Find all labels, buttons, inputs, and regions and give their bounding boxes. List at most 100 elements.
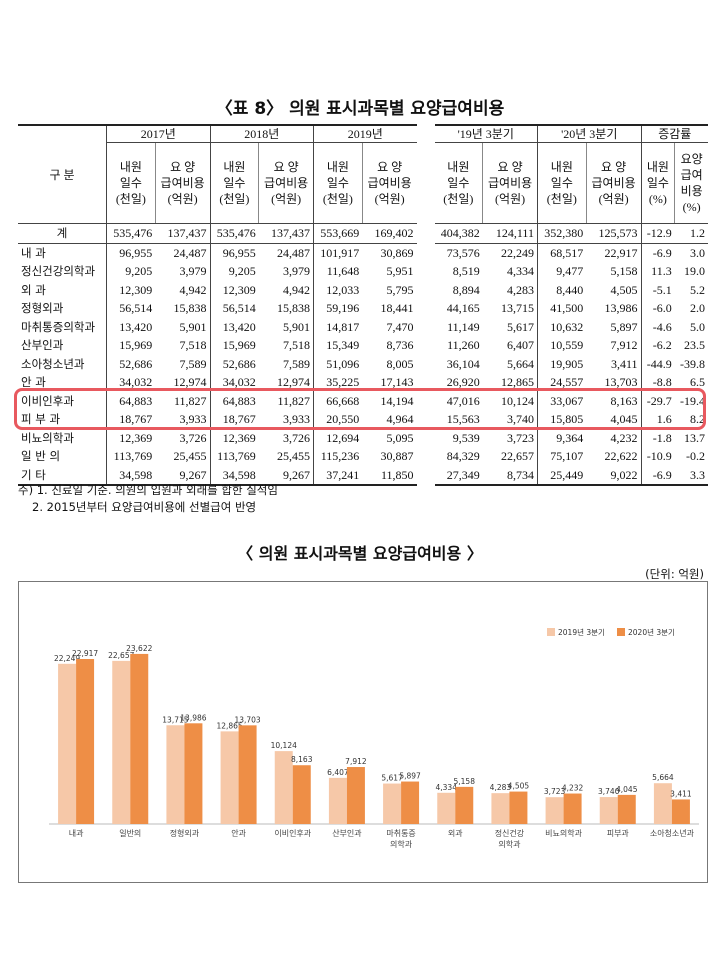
table-row: 비뇨의학과 12,369 3,726 12,369 3,726 12,694 5,095 9,… (18, 428, 708, 447)
category-header: 구 분 (18, 124, 107, 224)
legend-swatch (617, 628, 625, 636)
table-cell: 4,283 (482, 280, 538, 299)
table-cell: 3,726 (155, 428, 211, 447)
table-cell: 125,573 (586, 223, 642, 244)
table-cell: 14,194 (380, 393, 414, 408)
category-label: 이비인후과 (274, 828, 311, 838)
subheader-line: (천일) (115, 192, 146, 206)
subheader-visits: 내원 일수 (천일) (210, 142, 260, 224)
table-cell: 12,033 (326, 282, 360, 297)
table-cell: 2.0 (690, 301, 705, 316)
table-cell: 124,111 (482, 223, 538, 244)
table-cell: -5.1 (652, 282, 672, 297)
table-cell: 27,349 (434, 465, 483, 486)
table-cell: 3,979 (258, 262, 315, 281)
group-header: 2018년 (210, 124, 315, 143)
table-cell: 34,598 (210, 465, 259, 486)
table-cell: 9,205 (228, 264, 256, 279)
subheader-line: 내원 (326, 160, 349, 174)
table-cell: 34,032 (119, 375, 153, 390)
table-cell: 13,420 (222, 319, 256, 334)
table-cell: 26,920 (446, 375, 480, 390)
table-cell: 15,838 (258, 299, 315, 318)
data-label: 22,917 (72, 649, 98, 658)
data-label: 4,505 (508, 782, 530, 791)
data-label: 13,986 (180, 713, 206, 722)
data-label: 5,897 (399, 772, 421, 781)
table-cell: 7,470 (386, 319, 414, 334)
table-cell: -0.2 (686, 449, 705, 464)
table-cell: -6.2 (652, 338, 672, 353)
subheader-cost: 요 양 급여비용 (억원) (258, 142, 315, 224)
table-cell: 10,124 (482, 391, 538, 410)
table-cell: 11,149 (447, 319, 480, 334)
table-cell: 30,887 (380, 449, 414, 464)
category-label: 소아청소년과 (650, 828, 695, 838)
table-cell: 12,974 (258, 373, 315, 392)
table-row: 일 반 의 113,769 25,455 113,769 25,455 115,236 30… (18, 447, 708, 466)
table-cell: 47,016 (446, 393, 480, 408)
subheader-visits: 내원 일수 (천일) (434, 142, 484, 224)
table-cell: 9,477 (556, 264, 584, 279)
table-cell: 9,267 (258, 465, 315, 486)
category-label: 내과 (69, 829, 84, 838)
data-label: 3,740 (598, 787, 620, 796)
table-cell: 137,437 (258, 223, 315, 244)
table-cell: 96,955 (222, 245, 256, 260)
chart-title: 〈 의원 표시과목별 요양급여비용 〉 (237, 544, 483, 563)
table-cell: 56,514 (222, 301, 256, 316)
subheader-line: (억원) (495, 192, 526, 206)
group-header: '19년 3분기 (434, 124, 538, 143)
bar (58, 663, 77, 824)
subheader-line: (천일) (219, 192, 250, 206)
table-cell: 15,563 (446, 412, 480, 427)
data-label: 5,617 (381, 774, 403, 783)
group-header: 2017년 (106, 124, 211, 143)
table-cell: 12,369 (222, 430, 256, 445)
bar (437, 792, 456, 824)
table-row: 이비인후과 64,883 11,827 64,883 11,827 66,668 14,19… (18, 391, 708, 410)
table-cell: 9,364 (556, 430, 584, 445)
table-cell: 36,104 (446, 356, 480, 371)
subheader-line: (%) (648, 192, 667, 206)
table-cell: 3,740 (482, 410, 538, 429)
table-cell: 8,734 (482, 465, 538, 486)
data-label: 3,723 (544, 787, 566, 796)
table-cell: 18,441 (380, 301, 414, 316)
bar (166, 725, 185, 824)
table-cell: -12.9 (641, 223, 675, 244)
group-header: 증감률 (641, 124, 708, 143)
group-header: '20년 3분기 (537, 124, 642, 143)
table-cell: 3,726 (258, 428, 315, 447)
table-cell: 6.5 (690, 375, 705, 390)
table-cell: 14,817 (326, 319, 360, 334)
table-cell: 11,827 (258, 391, 315, 410)
subheader-line: 일수 (223, 176, 246, 190)
bar (563, 793, 582, 824)
table-cell: 404,382 (434, 223, 483, 244)
row-label: 계 (18, 223, 107, 244)
subheader-line: 내원 (550, 160, 573, 174)
table-cell: 12,974 (155, 373, 211, 392)
table-cell: 15,838 (155, 299, 211, 318)
row-label: 내 과 (18, 243, 107, 262)
subheader-line: 요 양 (170, 160, 196, 174)
category-label: 의학과 (390, 839, 413, 849)
bar (220, 731, 239, 824)
table-cell: 17,143 (380, 375, 414, 390)
table-cell: 22,249 (482, 243, 538, 262)
row-label: 이비인후과 (18, 391, 107, 410)
subheader-line: (천일) (322, 192, 353, 206)
data-label: 3,411 (670, 789, 692, 798)
table-cell: 15,969 (222, 338, 256, 353)
row-label: 일 반 의 (18, 447, 107, 466)
subheader-rate_visits: 내원 일수 (%) (641, 142, 676, 224)
table-cell: 24,487 (155, 243, 211, 262)
subheader-line: (억원) (374, 192, 405, 206)
bar (130, 653, 149, 824)
table-cell: 535,476 (106, 223, 156, 244)
subheader-line: 급여비용 (264, 176, 309, 190)
table-cell: 5,158 (586, 262, 642, 281)
table-cell: -29.7 (646, 393, 672, 408)
table-cell: 5,897 (586, 317, 642, 336)
